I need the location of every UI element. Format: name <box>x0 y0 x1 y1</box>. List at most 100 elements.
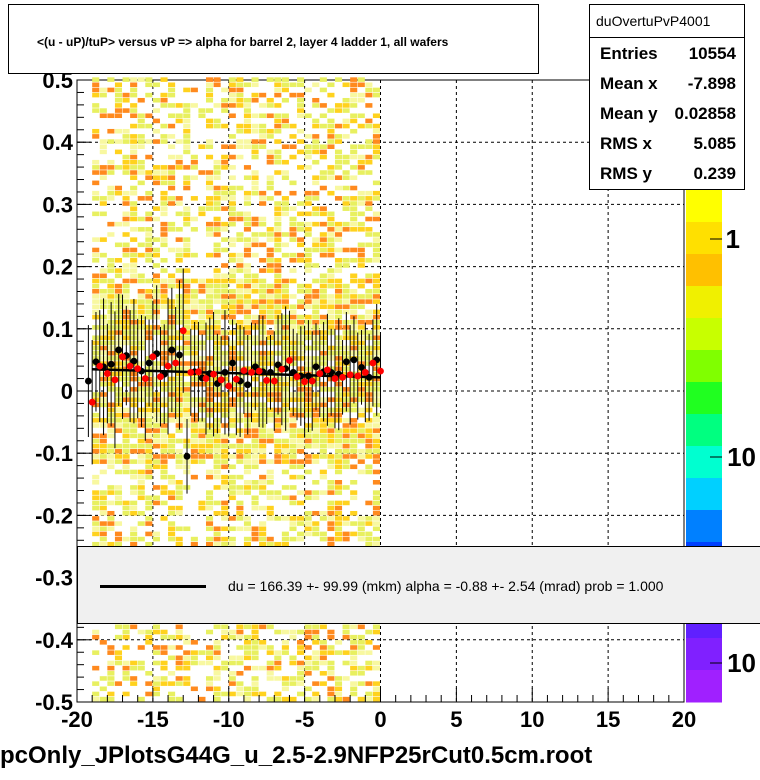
heatmap-cell <box>183 397 191 402</box>
heatmap-cell <box>99 449 107 454</box>
heatmap-cell <box>168 165 176 170</box>
heatmap-cell <box>274 691 282 697</box>
red-point <box>210 370 217 378</box>
heatmap-cell <box>228 485 236 490</box>
heatmap-cell <box>312 206 320 211</box>
heatmap-cell <box>281 541 289 547</box>
heatmap-cell <box>357 247 365 253</box>
heatmap-cell <box>357 201 365 206</box>
heatmap-cell <box>152 252 160 258</box>
heatmap-cell <box>190 216 198 222</box>
heatmap-cell <box>213 676 221 681</box>
heatmap-cell <box>289 221 297 227</box>
heatmap-cell <box>297 139 305 144</box>
red-point <box>126 362 134 370</box>
heatmap-cell <box>334 640 343 645</box>
heatmap-cell <box>168 691 176 697</box>
heatmap-cell <box>175 624 183 630</box>
heatmap-cell <box>304 263 312 268</box>
heatmap-cell <box>312 139 320 144</box>
heatmap-cell <box>251 82 259 88</box>
heatmap-cell <box>107 691 115 697</box>
heatmap-cell <box>266 258 274 263</box>
heatmap-cell <box>372 113 380 119</box>
heatmap-cell <box>334 464 343 470</box>
heatmap-cell <box>251 304 259 310</box>
heatmap-cell <box>236 237 244 242</box>
heatmap-cell <box>243 175 252 180</box>
heatmap-cell <box>130 676 138 681</box>
heatmap-cell <box>251 283 259 289</box>
heatmap-cell <box>243 299 252 304</box>
heatmap-cell <box>190 154 198 160</box>
heatmap-cell <box>342 531 350 537</box>
heatmap-cell <box>114 412 123 418</box>
heatmap-cell <box>92 418 100 423</box>
heatmap-cell <box>350 87 358 93</box>
heatmap-cell <box>274 159 282 165</box>
heatmap-cell <box>266 671 274 676</box>
heatmap-cell <box>114 660 123 666</box>
heatmap-cell <box>107 464 115 470</box>
heatmap-cell <box>198 144 206 150</box>
heatmap-cell <box>342 196 350 201</box>
heatmap-cell <box>266 185 274 191</box>
heatmap-cell <box>243 469 252 475</box>
heatmap-cell <box>221 123 229 129</box>
heatmap-cell <box>228 464 236 470</box>
heatmap-cell <box>221 500 229 506</box>
heatmap-cell <box>175 660 183 666</box>
heatmap-cell <box>205 526 214 532</box>
heatmap-cell <box>183 340 191 346</box>
heatmap-cell <box>319 103 327 108</box>
heatmap-cell <box>259 526 267 532</box>
heatmap-cell <box>372 469 380 475</box>
heatmap-cell <box>228 671 236 676</box>
heatmap-cell <box>152 536 160 542</box>
heatmap-cell <box>342 201 350 206</box>
heatmap-cell <box>357 325 365 330</box>
heatmap-cell <box>236 655 244 661</box>
red-point <box>286 357 293 364</box>
heatmap-cell <box>152 438 160 444</box>
heatmap-cell <box>312 288 320 294</box>
stats-name: duOvertuPvP4001 <box>590 5 744 38</box>
heatmap-cell <box>281 459 289 464</box>
heatmap-cell <box>304 443 312 449</box>
heatmap-cell <box>312 237 320 242</box>
heatmap-cell <box>357 211 365 217</box>
heatmap-cell <box>266 252 274 258</box>
heatmap-cell <box>183 660 191 666</box>
heatmap-cell <box>274 82 282 88</box>
heatmap-cell <box>251 252 259 258</box>
heatmap-cell <box>365 196 373 201</box>
heatmap-cell <box>350 97 358 103</box>
heatmap-cell <box>274 268 282 273</box>
heatmap-cell <box>342 521 350 526</box>
heatmap-cell <box>243 314 252 320</box>
heatmap-cell <box>92 480 100 485</box>
heatmap-cell <box>312 696 320 702</box>
heatmap-cell <box>92 526 100 532</box>
heatmap-cell <box>99 92 107 98</box>
black-point <box>176 351 183 359</box>
heatmap-cell <box>365 123 373 129</box>
heatmap-cell <box>372 242 380 248</box>
heatmap-cell <box>281 485 289 490</box>
stats-label: Entries <box>600 44 658 63</box>
heatmap-cell <box>274 190 282 196</box>
heatmap-cell <box>350 258 358 263</box>
heatmap-cell <box>114 469 123 475</box>
heatmap-cell <box>327 283 335 289</box>
heatmap-cell <box>259 428 267 433</box>
heatmap-cell <box>334 485 343 490</box>
heatmap-cell <box>251 665 259 671</box>
heatmap-cell <box>99 144 107 150</box>
heatmap-cell <box>122 165 130 170</box>
heatmap-cell <box>281 681 289 686</box>
heatmap-cell <box>312 495 320 501</box>
heatmap-cell <box>175 665 183 671</box>
heatmap-cell <box>327 278 335 284</box>
heatmap-cell <box>259 531 267 537</box>
heatmap-cell <box>334 490 343 495</box>
